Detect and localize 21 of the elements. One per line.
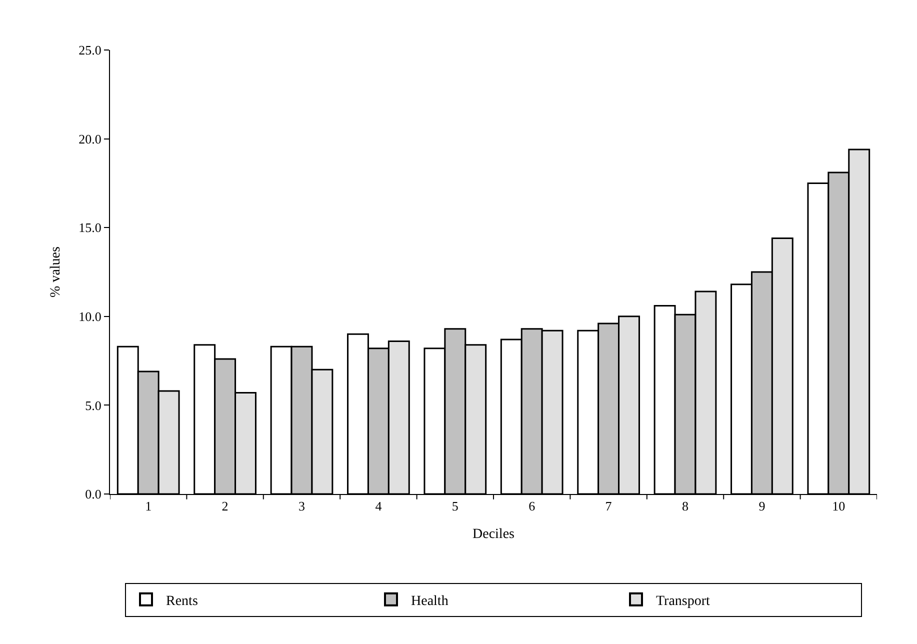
legend-label: Rents (166, 594, 198, 609)
y-tick-label: 20.0 (78, 131, 102, 146)
legend-label: Transport (656, 594, 710, 609)
x-tick-label: 3 (298, 498, 305, 514)
legend-label: Health (411, 594, 448, 609)
y-tick-label: 25.0 (78, 42, 102, 58)
y-tick-label: 15.0 (78, 220, 102, 236)
x-tick-label: 2 (222, 498, 228, 514)
y-axis-title: % values (48, 246, 64, 298)
y-tick-label: 0.0 (85, 486, 102, 502)
x-tick-label: 10 (832, 498, 846, 514)
x-tick-label: 7 (605, 498, 612, 514)
x-tick-label: 4 (375, 498, 382, 514)
x-tick-label: 9 (758, 498, 766, 514)
x-tick-label: 1 (145, 498, 152, 514)
x-tick-label: 8 (682, 498, 688, 514)
y-tick-label: 5.0 (85, 398, 102, 413)
x-tick-label: 6 (528, 498, 536, 514)
y-tick-label: 10.0 (78, 308, 102, 324)
x-tick-label: 5 (452, 498, 458, 514)
x-axis-title: Deciles (472, 526, 514, 542)
